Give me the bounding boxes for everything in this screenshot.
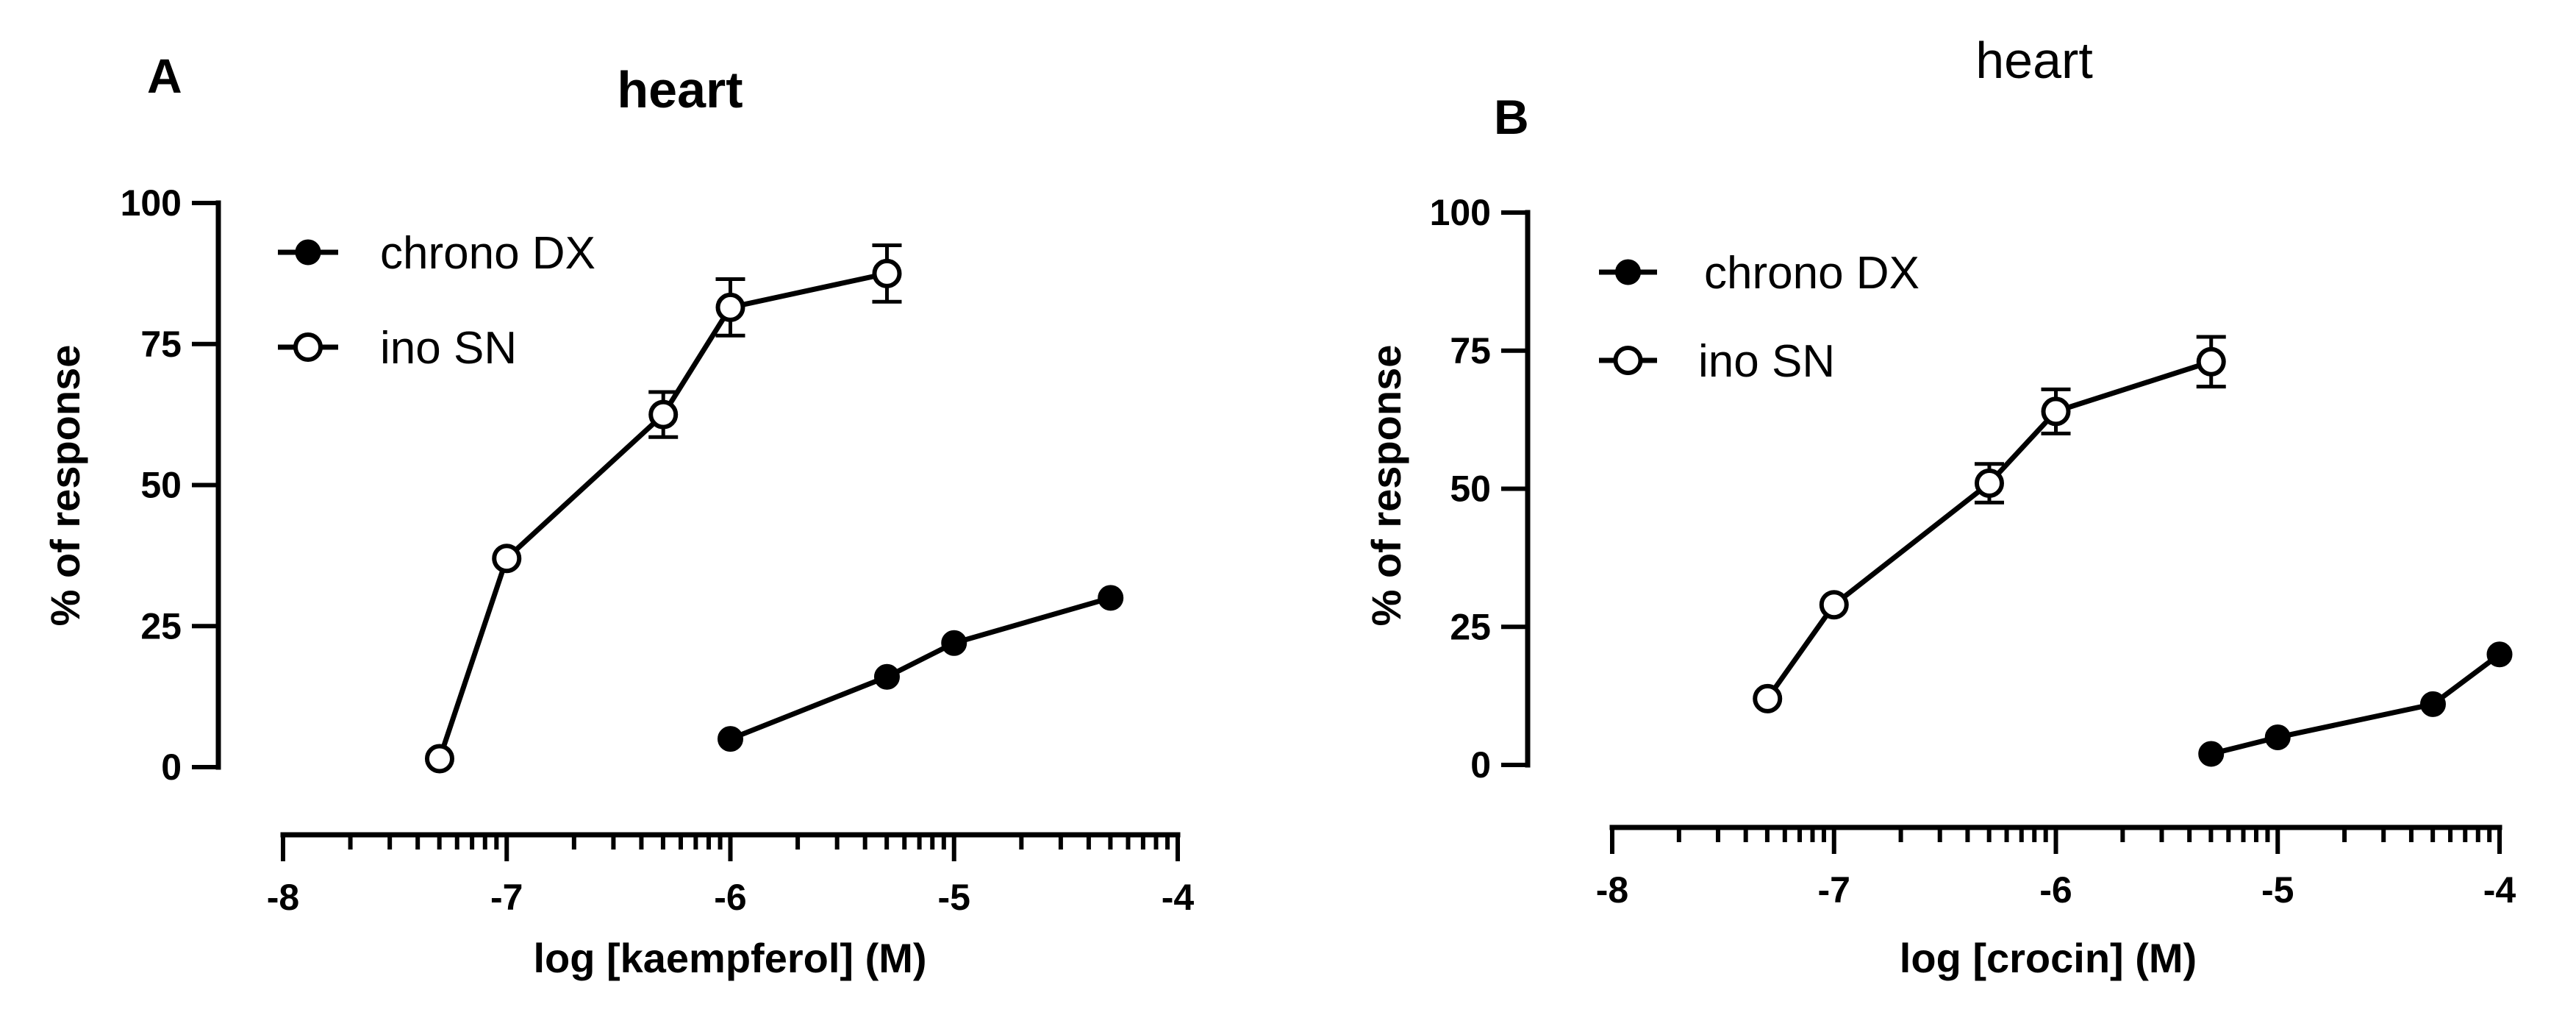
x-tick-label: -4 xyxy=(2483,869,2516,911)
x-tick-label: -4 xyxy=(1162,877,1195,918)
data-point-filled xyxy=(2198,741,2225,767)
series-line-chrono-dx xyxy=(2210,652,2502,757)
chart-title: heart xyxy=(617,61,743,118)
data-point-filled xyxy=(873,663,900,690)
data-point-filled xyxy=(2486,641,2513,668)
data-point-filled xyxy=(1098,585,1124,611)
data-point-open xyxy=(1753,683,1783,713)
data-point-open xyxy=(715,292,745,322)
x-tick-label: -6 xyxy=(714,877,746,918)
x-tick-label: -8 xyxy=(1596,869,1628,911)
data-point-open xyxy=(648,399,679,430)
y-tick-label: 25 xyxy=(140,605,182,647)
legend-marker-open xyxy=(293,332,323,362)
chart-title: heart xyxy=(1975,32,2093,89)
y-tick-label: 50 xyxy=(1450,469,1491,510)
x-axis-label: log [kaempferol] (M) xyxy=(533,935,926,981)
y-tick-label: 100 xyxy=(121,182,182,224)
y-tick-label: 100 xyxy=(1430,192,1491,233)
legend-label: chrono DX xyxy=(380,228,595,279)
y-tick-label: 25 xyxy=(1450,606,1491,647)
x-tick-label: -7 xyxy=(1818,869,1850,911)
panel-letter: A xyxy=(147,49,182,103)
y-tick-label: 50 xyxy=(140,465,182,506)
y-tick-label: 75 xyxy=(1450,330,1491,371)
legend-marker-filled xyxy=(295,239,321,266)
legend-marker-filled xyxy=(1615,259,1641,285)
y-axis-label: % of response xyxy=(42,345,88,627)
y-tick-label: 0 xyxy=(161,747,182,788)
x-tick-label: -8 xyxy=(267,877,299,918)
data-point-filled xyxy=(718,726,743,752)
data-point-open xyxy=(1974,468,2004,498)
legend-label: chrono DX xyxy=(1704,248,1920,299)
x-tick-label: -5 xyxy=(2261,869,2294,911)
y-tick-label: 75 xyxy=(140,324,182,365)
data-point-open xyxy=(492,544,522,574)
data-point-open xyxy=(424,744,454,774)
legend-marker-open xyxy=(1613,346,1643,375)
series-line-ino-sn xyxy=(1765,359,2212,700)
x-tick-label: -7 xyxy=(490,877,523,918)
panel-letter: B xyxy=(1494,90,1529,144)
x-tick-label: -6 xyxy=(2039,869,2072,911)
legend-label: ino SN xyxy=(1698,336,1835,387)
legend-label: ino SN xyxy=(380,323,517,374)
data-point-open xyxy=(2196,346,2226,377)
x-axis-label: log [crocin] (M) xyxy=(1900,935,2197,981)
data-point-filled xyxy=(2419,691,2446,717)
series-line-chrono-dx xyxy=(729,595,1112,741)
x-tick-label: -5 xyxy=(938,877,970,918)
y-tick-label: 0 xyxy=(1470,744,1491,786)
y-axis-label: % of response xyxy=(1363,345,1409,627)
data-point-filled xyxy=(2264,724,2291,750)
data-point-open xyxy=(872,258,902,288)
data-point-filled xyxy=(941,630,967,656)
data-point-open xyxy=(1819,590,1849,620)
data-point-open xyxy=(2041,396,2071,427)
